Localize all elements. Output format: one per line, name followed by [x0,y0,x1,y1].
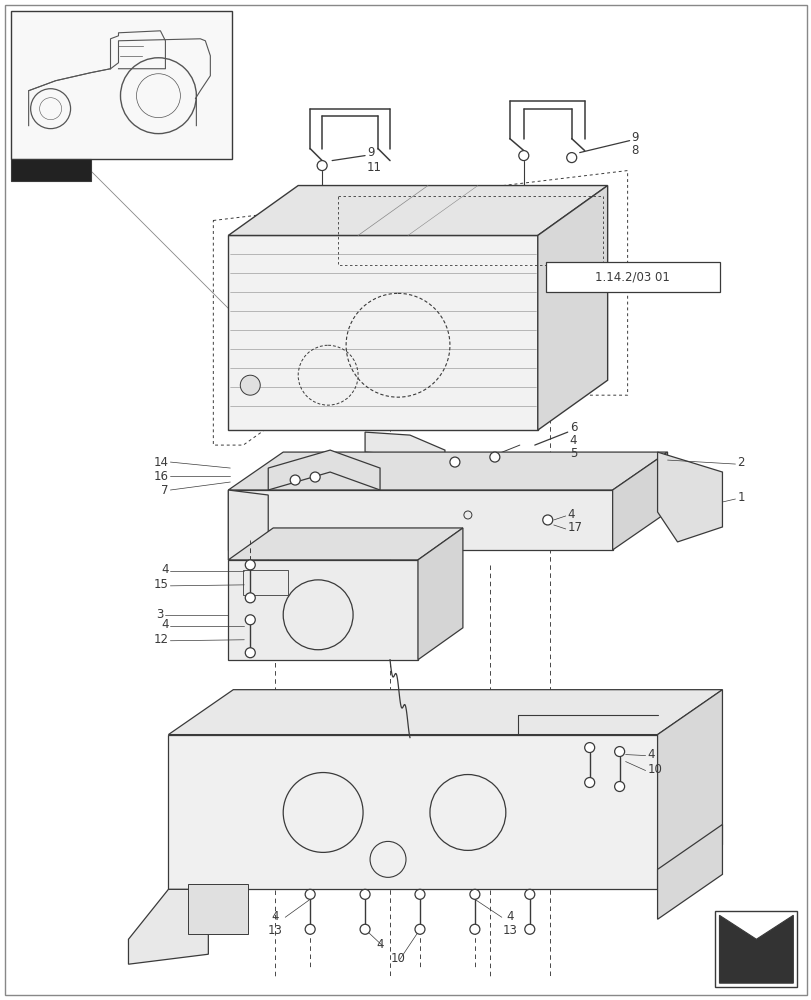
Text: 9: 9 [367,146,374,159]
Circle shape [524,889,534,899]
Polygon shape [228,452,667,490]
Text: 15: 15 [153,578,168,591]
Text: 12: 12 [153,633,168,646]
Polygon shape [228,235,537,430]
Circle shape [449,457,459,467]
Text: 13: 13 [268,924,282,937]
Text: 11: 11 [367,161,382,174]
Text: 9: 9 [631,131,638,144]
Circle shape [305,889,315,899]
Text: 16: 16 [153,470,168,483]
Circle shape [566,153,576,163]
Polygon shape [657,690,722,889]
Polygon shape [128,889,208,964]
Circle shape [614,782,624,792]
Circle shape [245,615,255,625]
Circle shape [584,778,594,788]
Circle shape [359,924,370,934]
Text: 2: 2 [736,456,744,469]
Circle shape [290,475,300,485]
Circle shape [614,747,624,757]
Circle shape [245,560,255,570]
Text: 1.14.2/03 01: 1.14.2/03 01 [594,271,669,284]
Text: 4: 4 [647,748,654,761]
Circle shape [317,161,327,171]
Polygon shape [228,490,611,550]
Text: 1: 1 [736,491,744,504]
Circle shape [310,472,320,482]
Circle shape [584,743,594,753]
Text: 8: 8 [631,144,638,157]
Text: 4: 4 [569,434,577,447]
Circle shape [245,593,255,603]
Polygon shape [268,450,380,490]
Circle shape [542,515,552,525]
Text: 10: 10 [390,952,405,965]
Text: 4: 4 [505,910,513,923]
Polygon shape [168,690,722,735]
Polygon shape [719,915,792,983]
Circle shape [359,889,370,899]
Polygon shape [228,528,462,560]
Polygon shape [537,186,607,430]
Text: 3: 3 [156,608,163,621]
Circle shape [414,924,424,934]
Polygon shape [228,186,607,235]
Text: 7: 7 [161,484,168,497]
Bar [714,911,796,987]
Text: 4: 4 [567,508,574,521]
Bar [11,11,232,159]
Polygon shape [657,824,722,919]
Text: 17: 17 [567,521,582,534]
Bar [545,262,719,292]
Circle shape [240,375,260,395]
Circle shape [245,648,255,658]
Polygon shape [228,560,418,660]
Polygon shape [611,452,667,550]
Polygon shape [657,452,722,542]
Text: 4: 4 [161,618,168,631]
Text: 13: 13 [502,924,517,937]
Text: 4: 4 [375,938,384,951]
Polygon shape [228,490,268,565]
Text: 4: 4 [161,563,168,576]
Circle shape [489,452,500,462]
Circle shape [470,924,479,934]
Text: 5: 5 [569,447,577,460]
Polygon shape [365,432,444,468]
Text: 10: 10 [647,763,662,776]
Circle shape [518,151,528,161]
Circle shape [414,889,424,899]
Polygon shape [168,735,657,889]
Circle shape [524,924,534,934]
Circle shape [470,889,479,899]
Text: 6: 6 [569,421,577,434]
Circle shape [305,924,315,934]
Bar [11,159,91,181]
Text: 14: 14 [153,456,168,469]
Polygon shape [188,884,248,934]
Polygon shape [418,528,462,660]
Text: 4: 4 [271,910,279,923]
